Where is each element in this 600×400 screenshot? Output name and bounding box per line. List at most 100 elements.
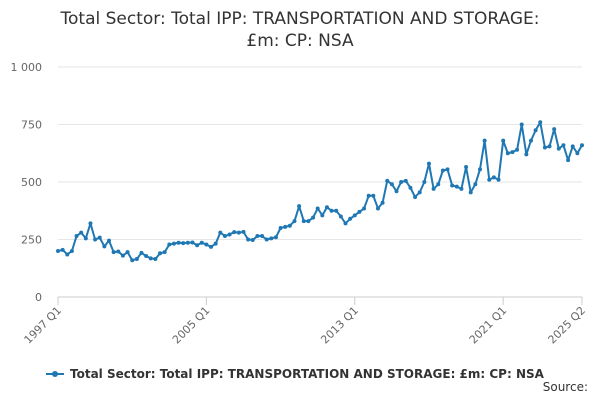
data-point-85 (450, 183, 455, 188)
data-point-35 (218, 230, 223, 235)
data-point-95 (496, 177, 501, 182)
data-point-44 (260, 234, 265, 239)
data-point-28 (185, 240, 190, 245)
data-point-78 (417, 190, 422, 195)
data-point-34 (213, 241, 218, 246)
data-point-27 (181, 241, 186, 246)
data-point-111 (570, 144, 575, 149)
data-point-17 (134, 257, 139, 262)
data-point-63 (348, 216, 353, 221)
data-point-91 (477, 167, 482, 172)
data-point-14 (120, 253, 125, 258)
data-point-76 (408, 185, 413, 190)
data-point-19 (144, 254, 149, 259)
y-tick-label-1000: 1 000 (11, 61, 43, 74)
data-point-94 (491, 175, 496, 180)
data-point-67 (366, 193, 371, 198)
data-point-89 (468, 190, 473, 195)
data-point-32 (204, 242, 209, 247)
data-point-37 (227, 232, 232, 237)
x-tick-label-0: 1997 Q1 (22, 304, 65, 347)
data-point-93 (487, 177, 492, 182)
data-point-81 (431, 186, 436, 191)
y-tick-label-0: 0 (35, 291, 42, 304)
data-point-70 (380, 200, 385, 205)
data-point-6 (83, 236, 88, 241)
data-point-92 (482, 138, 487, 143)
data-point-48 (278, 226, 283, 230)
data-point-59 (329, 208, 334, 213)
data-point-25 (171, 241, 176, 246)
data-point-55 (311, 215, 316, 220)
data-point-51 (292, 219, 297, 224)
chart-title: Total Sector: Total IPP: TRANSPORTATION … (0, 8, 600, 52)
y-tick-label-250: 250 (21, 234, 42, 247)
data-point-61 (338, 214, 343, 219)
data-point-40 (241, 229, 246, 234)
data-point-79 (422, 180, 427, 184)
data-point-2 (65, 252, 70, 257)
data-point-16 (130, 258, 135, 263)
data-point-46 (269, 236, 274, 241)
data-point-53 (301, 219, 306, 224)
data-point-24 (167, 242, 172, 247)
data-point-7 (88, 221, 93, 226)
data-point-83 (440, 168, 445, 173)
data-point-3 (69, 249, 74, 253)
data-point-38 (232, 230, 237, 235)
data-point-87 (459, 186, 464, 191)
data-point-105 (542, 145, 547, 150)
data-point-102 (528, 138, 533, 143)
data-point-62 (343, 221, 348, 226)
data-point-8 (93, 237, 98, 242)
data-point-0 (56, 249, 60, 253)
data-point-1 (60, 247, 65, 252)
x-tick-label-113: 2025 Q2 (546, 304, 589, 347)
data-point-30 (195, 243, 200, 248)
data-point-11 (107, 238, 112, 243)
data-point-107 (552, 127, 557, 132)
data-point-100 (519, 122, 524, 127)
data-point-86 (454, 184, 459, 189)
data-point-80 (426, 161, 431, 166)
data-point-12 (111, 250, 116, 255)
data-point-54 (306, 219, 311, 224)
data-point-42 (250, 237, 255, 242)
data-point-71 (385, 178, 390, 183)
data-point-65 (357, 209, 362, 214)
legend-marker-symbol (52, 371, 58, 377)
data-point-99 (515, 147, 520, 152)
data-point-84 (445, 167, 450, 172)
data-point-13 (116, 249, 121, 254)
data-point-108 (556, 146, 561, 151)
data-point-39 (236, 230, 241, 235)
legend-label: Total Sector: Total IPP: TRANSPORTATION … (70, 367, 545, 381)
x-tick-label-32: 2005 Q1 (170, 304, 213, 347)
data-point-97 (505, 151, 510, 156)
data-point-113 (580, 143, 584, 148)
legend[interactable]: Total Sector: Total IPP: TRANSPORTATION … (46, 367, 545, 381)
data-point-56 (315, 206, 320, 211)
data-point-77 (413, 194, 418, 199)
grid-lines (58, 66, 582, 298)
y-tick-label-750: 750 (21, 119, 42, 132)
data-point-75 (403, 178, 408, 183)
data-point-103 (533, 128, 538, 133)
series-layer (56, 120, 584, 263)
data-point-96 (501, 138, 506, 143)
data-point-31 (199, 240, 204, 245)
data-point-20 (148, 256, 153, 261)
data-point-60 (334, 208, 339, 213)
data-point-36 (222, 234, 227, 239)
data-point-98 (510, 150, 515, 155)
data-point-110 (566, 158, 571, 163)
chart-title-line2: £m: CP: NSA (246, 31, 354, 51)
data-point-69 (375, 206, 380, 211)
data-point-5 (79, 230, 84, 235)
data-point-18 (139, 250, 144, 255)
data-point-72 (389, 182, 394, 187)
data-point-73 (394, 189, 399, 194)
chart-title-line1: Total Sector: Total IPP: TRANSPORTATION … (60, 9, 540, 29)
